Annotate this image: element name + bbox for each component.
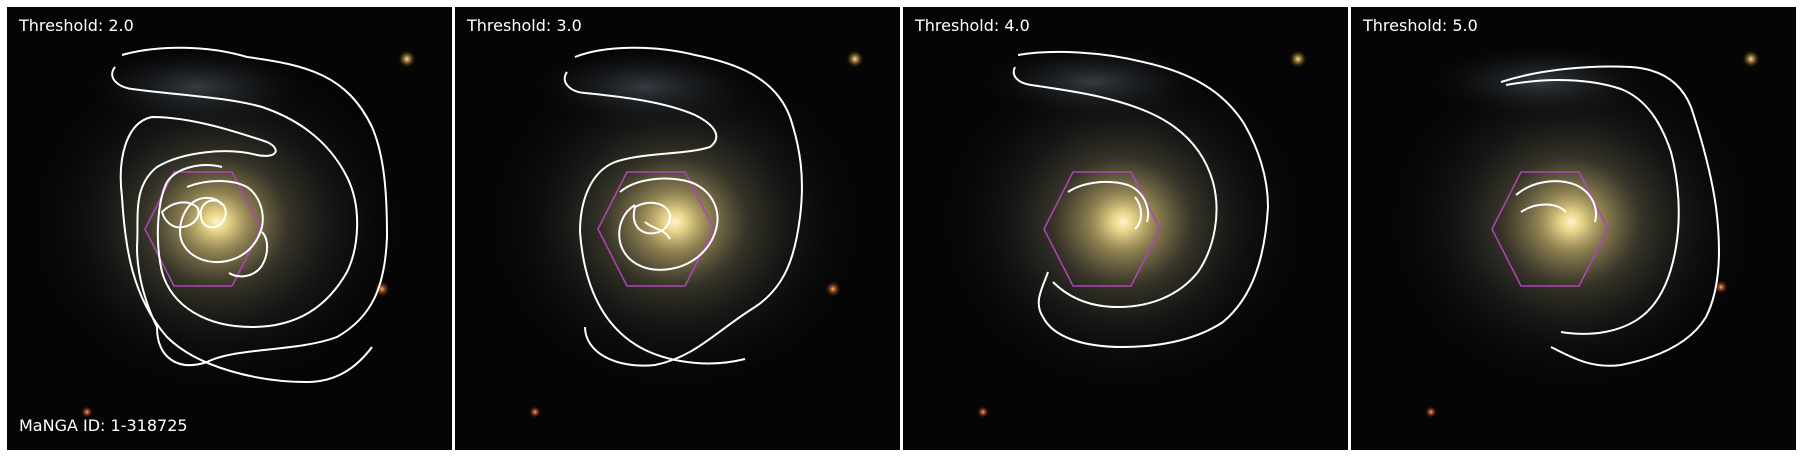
hexagon-outline xyxy=(1491,171,1609,287)
galaxy-image xyxy=(903,7,1348,450)
threshold-label: Threshold: 4.0 xyxy=(915,16,1030,35)
threshold-label: Threshold: 5.0 xyxy=(1363,16,1478,35)
panel-threshold-4: Threshold: 4.0 xyxy=(903,7,1348,450)
panel-threshold-3: Threshold: 3.0 xyxy=(455,7,900,450)
galaxy-image xyxy=(7,7,452,450)
panel-threshold-5: Threshold: 5.0 xyxy=(1351,7,1796,450)
panel-threshold-2: Threshold: 2.0 MaNGA ID: 1-318725 xyxy=(7,7,452,450)
hexagon-outline xyxy=(144,171,262,287)
galaxy-image xyxy=(1351,7,1796,450)
manga-id-label: MaNGA ID: 1-318725 xyxy=(19,416,188,435)
hexagon-outline xyxy=(597,171,715,287)
threshold-label: Threshold: 3.0 xyxy=(467,16,582,35)
threshold-label: Threshold: 2.0 xyxy=(19,16,134,35)
hexagon-outline xyxy=(1043,171,1161,287)
galaxy-image xyxy=(455,7,900,450)
